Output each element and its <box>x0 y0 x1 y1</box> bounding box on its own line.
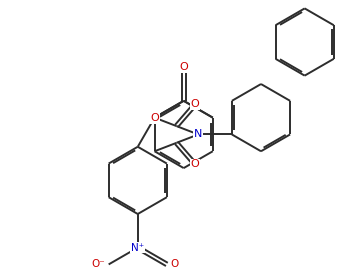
Text: O⁻: O⁻ <box>91 259 105 270</box>
Text: O: O <box>191 99 199 109</box>
Text: N: N <box>194 129 202 140</box>
Text: O: O <box>150 113 159 123</box>
Text: O: O <box>191 160 199 169</box>
Text: N⁺: N⁺ <box>131 243 145 252</box>
Text: O: O <box>170 259 178 270</box>
Text: O: O <box>179 62 188 72</box>
